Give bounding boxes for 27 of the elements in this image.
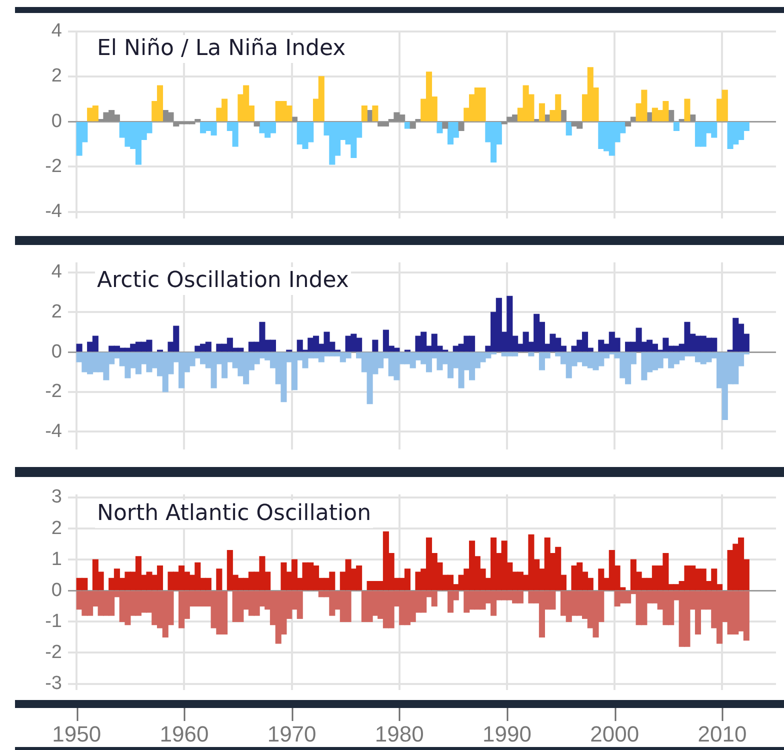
- y-tick-label: -2: [45, 642, 62, 663]
- y-tick-label: -4: [45, 420, 62, 442]
- y-tick-label: 2: [51, 301, 62, 322]
- y-tick-label: 0: [51, 341, 62, 362]
- x-tick-label: 1990: [482, 721, 532, 746]
- y-tick-label: -2: [45, 381, 62, 402]
- chart-title: Arctic Oscillation Index: [95, 267, 351, 296]
- y-tick-label: 1: [51, 548, 62, 570]
- x-tick-label: 2000: [590, 721, 640, 746]
- x-tick-label: 2010: [698, 721, 747, 746]
- y-tick-label: -2: [45, 156, 62, 177]
- x-tick-label: 1950: [52, 721, 102, 746]
- y-tick-label: 4: [51, 262, 62, 283]
- y-tick-label: -3: [45, 673, 62, 694]
- x-tick-label: 1970: [267, 721, 316, 746]
- y-tick-label: 2: [51, 518, 62, 539]
- y-tick-label: 2: [51, 66, 62, 87]
- x-tick-label: 1960: [160, 721, 209, 746]
- y-tick-label: 0: [51, 580, 62, 601]
- x-tick-label: 1980: [374, 721, 424, 746]
- y-tick-label: -1: [45, 610, 62, 632]
- y-tick-label: 3: [51, 486, 62, 508]
- chart-title: El Niño / La Niña Index: [95, 35, 348, 64]
- y-tick-label: -4: [45, 201, 62, 222]
- y-tick-label: 4: [51, 20, 62, 42]
- chart-title: North Atlantic Oscillation: [95, 500, 374, 528]
- y-tick-label: 0: [51, 110, 62, 132]
